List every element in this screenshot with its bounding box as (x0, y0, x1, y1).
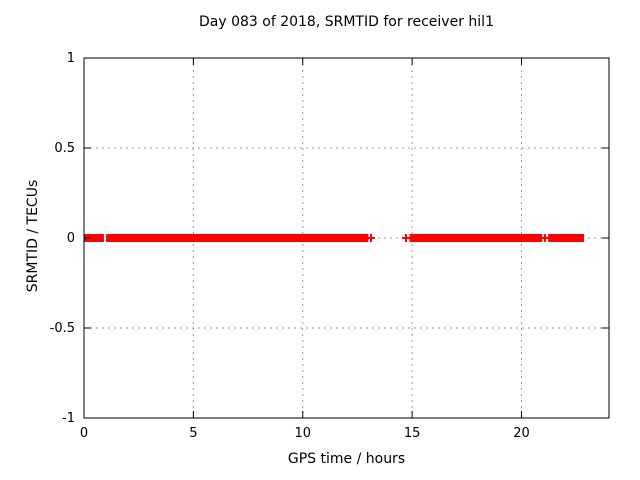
x-tick-label: 15 (404, 426, 421, 441)
data-segment (84, 234, 104, 242)
x-axis-label: GPS time / hours (287, 451, 406, 467)
x-tick-label: 0 (80, 426, 88, 441)
chart-title: Day 083 of 2018, SRMTID for receiver hil… (199, 14, 494, 30)
x-tick-label: 5 (189, 426, 197, 441)
y-tick-label: 0 (67, 231, 75, 246)
y-tick-label: -0.5 (50, 321, 75, 336)
y-tick-label: 0.5 (54, 141, 75, 156)
data-segment (106, 234, 369, 242)
y-tick-label: 1 (67, 51, 75, 66)
x-tick-label: 20 (513, 426, 530, 441)
y-tick-label: -1 (62, 411, 75, 426)
x-tick-label: 10 (294, 426, 311, 441)
data-segment (548, 234, 585, 242)
data-segment (409, 234, 543, 242)
